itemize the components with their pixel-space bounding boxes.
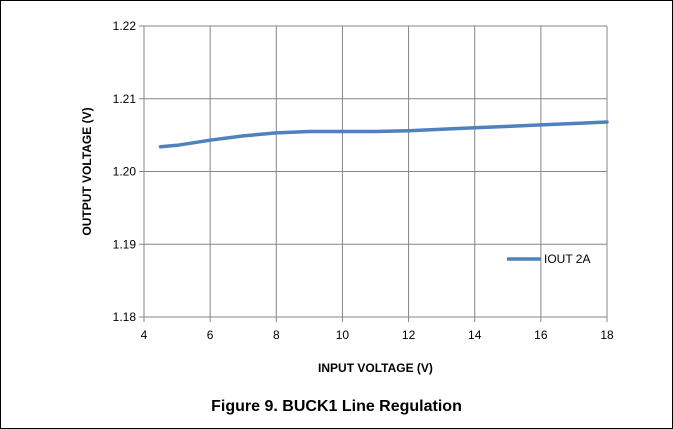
x-tick-label: 16 bbox=[534, 328, 548, 342]
series-layer bbox=[158, 120, 609, 149]
legend-label: IOUT 2A bbox=[544, 252, 590, 266]
data-point bbox=[606, 121, 609, 124]
y-axis-title: OUTPUT VOLTAGE (V) bbox=[80, 107, 94, 235]
data-point bbox=[159, 145, 162, 148]
data-point bbox=[572, 122, 575, 125]
series-line-iout-2a bbox=[158, 120, 609, 149]
data-point bbox=[440, 128, 443, 131]
y-tick-label: 1.18 bbox=[113, 310, 137, 324]
line-chart: 1.18 1.19 1.20 1.21 1.22 4 6 8 10 12 14 16 18 IOUT 2… bbox=[80, 19, 614, 375]
data-point bbox=[176, 144, 179, 147]
data-point bbox=[341, 130, 344, 133]
data-point bbox=[374, 130, 377, 133]
x-axis-title: INPUT VOLTAGE (V) bbox=[318, 361, 433, 375]
x-tick-label: 10 bbox=[336, 328, 350, 342]
data-point bbox=[242, 134, 245, 137]
y-tick-label: 1.22 bbox=[113, 19, 137, 33]
data-point bbox=[407, 129, 410, 132]
y-tick-label: 1.20 bbox=[113, 165, 137, 179]
grid-layer bbox=[139, 25, 608, 322]
x-tick-label: 18 bbox=[600, 328, 614, 342]
x-tick-label: 6 bbox=[207, 328, 214, 342]
y-tick-label: 1.19 bbox=[113, 237, 137, 251]
data-point bbox=[506, 125, 509, 128]
x-tick-label: 12 bbox=[402, 328, 416, 342]
data-point bbox=[473, 126, 476, 129]
x-tick-label: 8 bbox=[273, 328, 280, 342]
data-point bbox=[275, 131, 278, 134]
data-point bbox=[209, 139, 212, 142]
x-tick-label: 14 bbox=[468, 328, 482, 342]
y-tick-label: 1.21 bbox=[113, 92, 137, 106]
data-point bbox=[308, 130, 311, 133]
legend: IOUT 2A bbox=[507, 252, 590, 266]
tick-layer: 1.18 1.19 1.20 1.21 1.22 4 6 8 10 12 14 16 18 bbox=[113, 19, 614, 342]
figure-caption: Figure 9. BUCK1 Line Regulation bbox=[211, 398, 462, 415]
x-tick-label: 4 bbox=[141, 328, 148, 342]
data-point bbox=[539, 123, 542, 126]
